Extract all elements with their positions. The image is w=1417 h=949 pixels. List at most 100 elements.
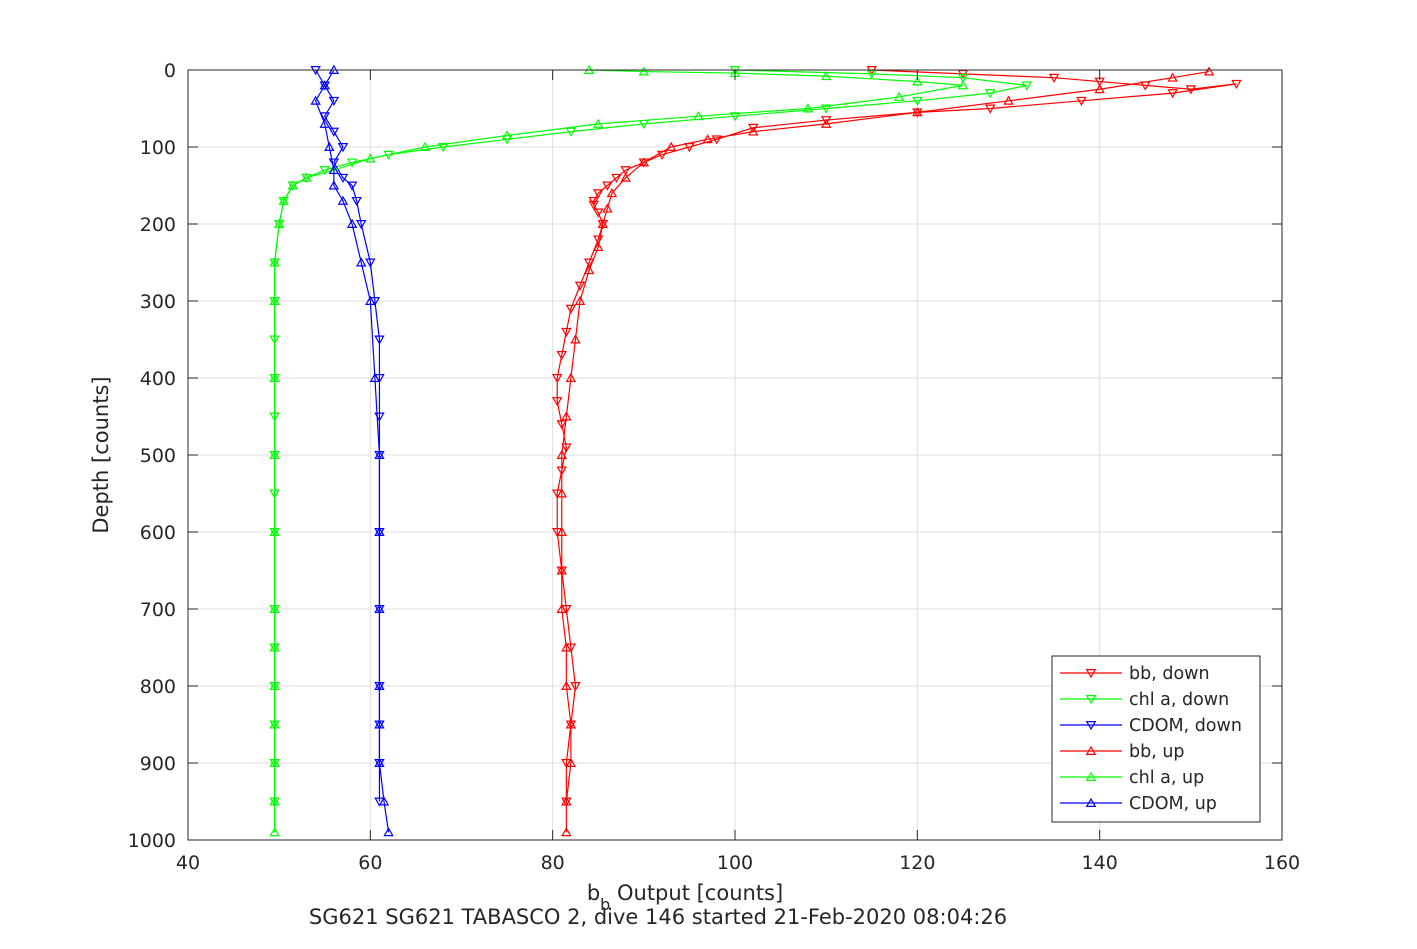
x-axis-label-base: b bbox=[587, 881, 600, 905]
data-point bbox=[419, 141, 431, 151]
data-point bbox=[638, 157, 650, 167]
data-point bbox=[620, 166, 631, 176]
data-point bbox=[328, 180, 340, 190]
data-point bbox=[287, 180, 299, 190]
data-point bbox=[583, 265, 595, 275]
legend-entry-bb-up: bb, up bbox=[1060, 742, 1185, 762]
data-point bbox=[597, 218, 609, 228]
data-point bbox=[556, 526, 568, 536]
data-point bbox=[1231, 79, 1242, 90]
data-point bbox=[593, 235, 604, 245]
data-point bbox=[985, 89, 996, 99]
x-tick-label: 120 bbox=[899, 852, 935, 874]
series-cdom-up bbox=[310, 64, 394, 837]
x-tick-label: 60 bbox=[358, 852, 382, 874]
legend-marker bbox=[1085, 745, 1097, 755]
data-point bbox=[374, 526, 385, 536]
y-tick-label: 100 bbox=[140, 137, 176, 159]
data-point bbox=[351, 196, 362, 207]
data-point bbox=[656, 150, 668, 160]
data-point bbox=[337, 173, 349, 183]
data-point bbox=[957, 80, 969, 90]
data-point bbox=[802, 103, 814, 113]
x-tick-label: 160 bbox=[1264, 852, 1300, 874]
data-point bbox=[374, 603, 385, 613]
data-point bbox=[1203, 66, 1215, 76]
data-point bbox=[561, 443, 572, 453]
data-point bbox=[1094, 84, 1105, 94]
data-point bbox=[269, 642, 280, 652]
data-point bbox=[551, 397, 563, 407]
y-tick-label: 0 bbox=[164, 60, 176, 82]
data-point bbox=[611, 173, 622, 183]
legend-label: CDOM, down bbox=[1129, 716, 1242, 736]
data-point bbox=[565, 127, 577, 137]
legend-marker bbox=[1085, 695, 1097, 705]
x-tick-label: 80 bbox=[541, 852, 565, 874]
legend-entry-cdom-up: CDOM, up bbox=[1060, 794, 1217, 814]
data-point bbox=[438, 143, 449, 153]
data-point bbox=[565, 372, 577, 382]
x-tick-label: 140 bbox=[1082, 852, 1118, 874]
data-point bbox=[747, 126, 759, 136]
data-point bbox=[346, 181, 358, 191]
data-point bbox=[1076, 96, 1087, 106]
data-point bbox=[729, 112, 741, 122]
data-point bbox=[269, 680, 280, 690]
data-point bbox=[310, 95, 321, 105]
data-point bbox=[565, 304, 577, 314]
data-point bbox=[374, 757, 385, 767]
data-point bbox=[561, 827, 572, 837]
data-point bbox=[556, 603, 568, 613]
y-tick-label: 1000 bbox=[128, 830, 176, 852]
series-line bbox=[274, 69, 964, 833]
legend-entry-bb-down: bb, down bbox=[1060, 664, 1210, 684]
legend-entry-chl-a-up: chl a, up bbox=[1060, 768, 1204, 788]
x-axis-label-subscript: b bbox=[600, 895, 610, 914]
data-point bbox=[374, 680, 385, 690]
data-point bbox=[1167, 89, 1178, 99]
data-point bbox=[374, 335, 385, 345]
data-point bbox=[1048, 73, 1060, 83]
data-point bbox=[337, 195, 349, 205]
chart-title: SG621 SG621 TABASCO 2, dive 146 started … bbox=[309, 905, 1007, 929]
data-point bbox=[556, 420, 568, 430]
data-point bbox=[378, 796, 390, 806]
legend-marker bbox=[1085, 771, 1097, 781]
series-line bbox=[561, 70, 1210, 833]
data-point bbox=[324, 141, 335, 151]
legend-label: bb, up bbox=[1129, 742, 1185, 762]
x-tick-label: 40 bbox=[176, 852, 200, 874]
data-point bbox=[365, 258, 376, 268]
data-point bbox=[570, 682, 581, 692]
data-point bbox=[365, 295, 376, 305]
y-tick-label: 200 bbox=[140, 214, 176, 236]
data-point bbox=[1003, 95, 1014, 105]
legend-label: chl a, down bbox=[1129, 690, 1229, 710]
data-point bbox=[556, 488, 568, 498]
y-tick-label: 500 bbox=[140, 445, 176, 467]
data-point bbox=[319, 166, 330, 176]
data-point bbox=[269, 449, 280, 459]
data-point bbox=[593, 189, 604, 199]
y-tick-label: 800 bbox=[140, 676, 176, 698]
x-axis-label: bb Output [counts] bbox=[587, 881, 783, 914]
data-point bbox=[561, 327, 572, 337]
legend-marker bbox=[1085, 797, 1097, 807]
x-axis-label-rest: Output [counts] bbox=[610, 881, 783, 905]
data-point bbox=[820, 104, 832, 114]
legend-label: chl a, up bbox=[1129, 768, 1204, 788]
y-tick-label: 400 bbox=[140, 368, 176, 390]
data-point bbox=[273, 218, 285, 228]
data-point bbox=[593, 208, 604, 218]
data-point bbox=[593, 241, 604, 252]
data-point bbox=[711, 135, 723, 145]
y-tick-label: 900 bbox=[140, 753, 176, 775]
data-point bbox=[593, 118, 604, 128]
data-point bbox=[693, 111, 704, 121]
data-point bbox=[570, 334, 581, 344]
data-point bbox=[702, 134, 713, 144]
data-point bbox=[1167, 72, 1178, 82]
